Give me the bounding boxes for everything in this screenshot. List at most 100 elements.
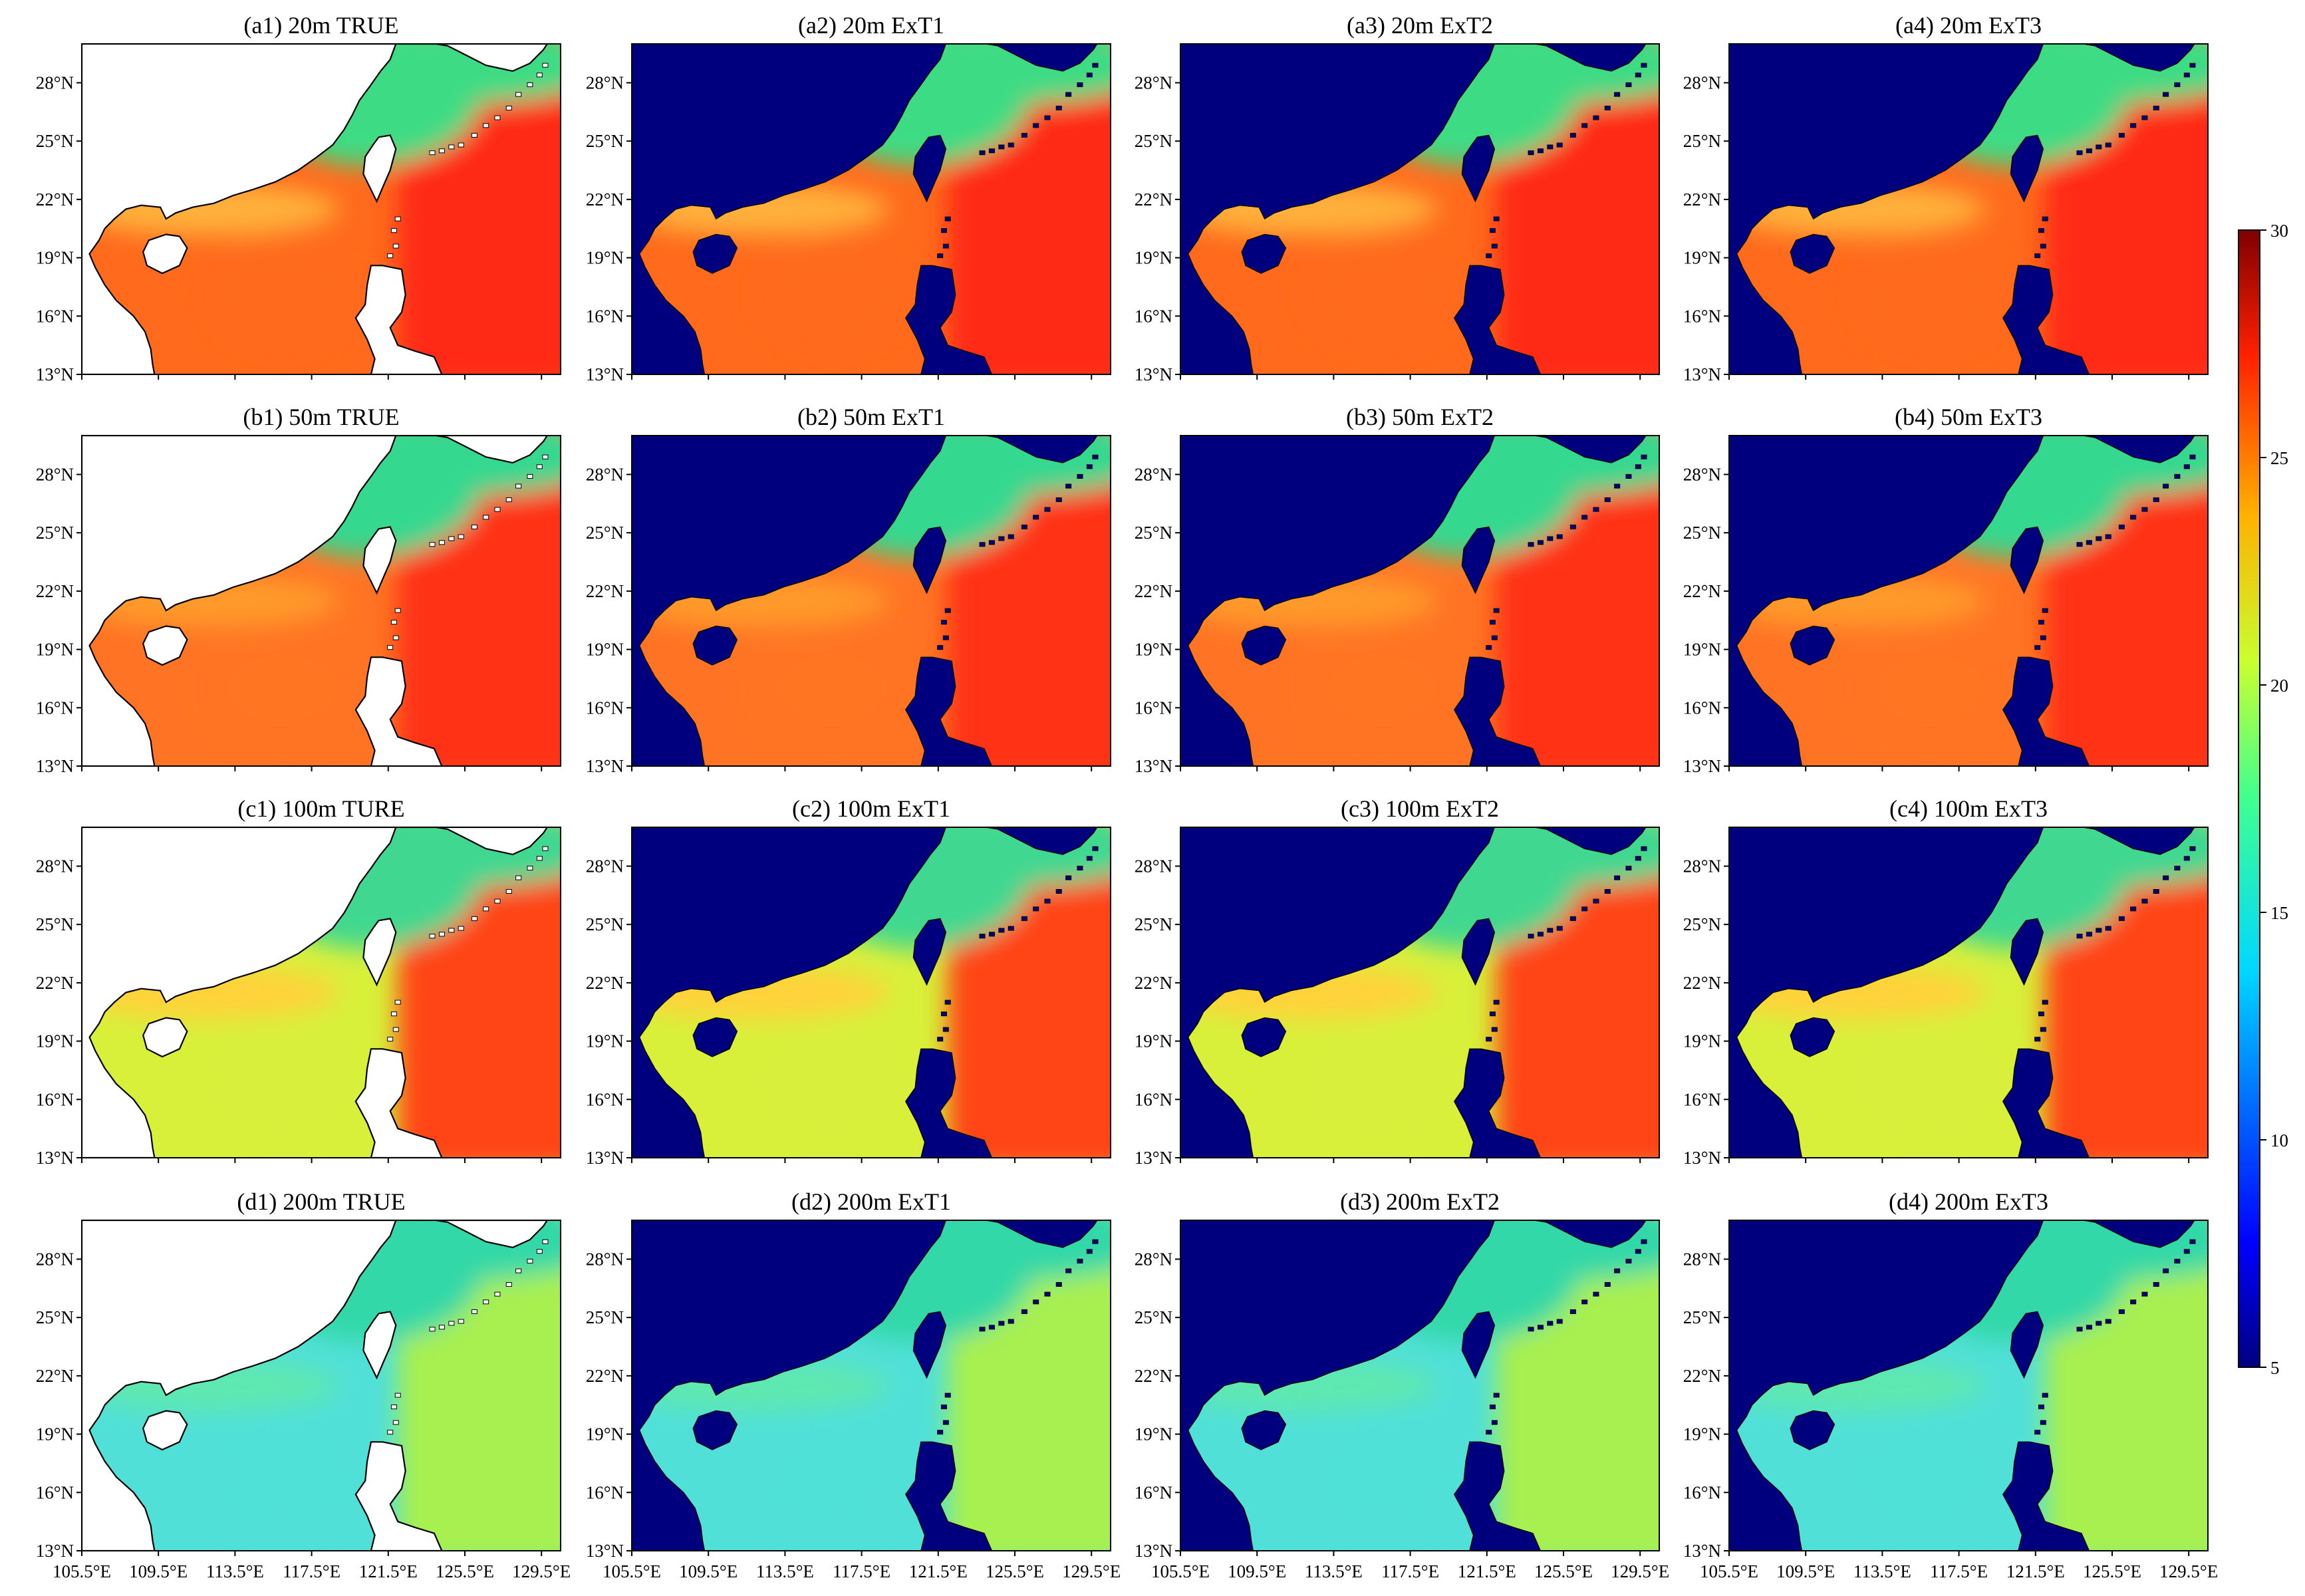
land-luzon <box>2002 1441 2090 1551</box>
land-hainan <box>1241 625 1287 666</box>
land-hainan <box>692 1017 738 1057</box>
y-tick-label: 28°N <box>1135 464 1172 484</box>
land-luzon <box>354 656 443 766</box>
land-islet <box>942 635 949 640</box>
land-islet <box>505 888 512 894</box>
land-islet <box>1008 534 1014 539</box>
land-islet <box>2118 916 2125 921</box>
y-tick-label: 25°N <box>36 914 74 934</box>
panel-frame <box>631 43 1111 375</box>
y-tick-label: 28°N <box>586 72 624 92</box>
y-tick-label: 22°N <box>1135 581 1172 601</box>
land-islet <box>2183 1249 2190 1254</box>
land-islet <box>2040 243 2046 249</box>
colorbar-tick-label: 25 <box>2270 448 2288 468</box>
panel-a3: (a3) 20m ExT2 28°N 25°N 22°N 19°N 16°N 13°N <box>1135 12 1660 384</box>
land-islet <box>1493 999 1500 1005</box>
y-tick-label: 19°N <box>1135 1424 1172 1444</box>
land-islet <box>1033 1299 1039 1305</box>
land-hainan <box>692 1410 738 1450</box>
land-islet <box>1528 1327 1534 1332</box>
land-islet <box>1625 82 1632 87</box>
land-islet <box>448 536 455 541</box>
land-mainland <box>632 1220 1098 1551</box>
land-islet <box>2038 1011 2044 1017</box>
land-luzon <box>904 656 993 766</box>
y-tick-label: 25°N <box>1683 1307 1721 1327</box>
land-islet <box>2174 473 2181 479</box>
land-islet <box>1581 123 1588 128</box>
land-islet <box>2038 620 2044 625</box>
map-field <box>632 827 1111 1158</box>
panel-b2: (b2) 50m ExT1 28°N 25°N 22°N 19°N 16°N 13°N <box>586 404 1111 776</box>
land-mainland <box>1180 827 1647 1158</box>
land-islet <box>394 216 401 221</box>
map-field <box>1180 1220 1659 1551</box>
panel-frame <box>1728 827 2209 1158</box>
panel-title: (a3) 20m ExT2 <box>1347 12 1493 39</box>
land-islet <box>2096 536 2102 541</box>
land-taiwan <box>1461 1311 1496 1379</box>
land-mainland <box>1180 1220 1647 1551</box>
y-tick-label: 13°N <box>36 756 74 776</box>
land-islet <box>1033 123 1039 128</box>
panel-b1: (b1) 50m TRUE 28°N 25°N 22°N 19°N 16°N 13°N <box>36 404 561 776</box>
land-islet <box>1055 888 1062 894</box>
land-islet <box>1569 524 1576 529</box>
land-islet <box>1614 92 1621 97</box>
land-islet <box>542 454 549 460</box>
y-tick-label: 16°N <box>36 306 74 326</box>
land-mainland <box>632 436 1098 766</box>
map-field <box>82 44 561 374</box>
land-islet <box>1604 105 1611 110</box>
y-tick-label: 22°N <box>1683 973 1721 993</box>
land-taiwan <box>362 918 397 987</box>
ocean-gradient <box>1729 44 2208 374</box>
land-mainland <box>632 827 1098 1158</box>
land-islet <box>1493 216 1500 221</box>
map-field <box>1180 44 1659 374</box>
land-taiwan <box>1461 918 1496 986</box>
land-hainan <box>1790 1410 1835 1450</box>
y-tick-label: 28°N <box>1683 856 1721 876</box>
x-tick-label: 125.5°E <box>1534 1561 1593 1581</box>
land-islet <box>2042 216 2048 221</box>
y-tick-label: 19°N <box>586 640 624 660</box>
land-islet <box>1486 645 1492 650</box>
land-islet <box>505 105 512 110</box>
map-field <box>1729 436 2208 766</box>
land-islet <box>1625 1258 1632 1264</box>
land-islet <box>1077 473 1083 479</box>
map-field <box>82 827 561 1158</box>
y-tick-label: 19°N <box>1683 248 1721 268</box>
land-islet <box>2130 123 2137 128</box>
y-tick-label: 22°N <box>586 973 624 993</box>
colorbar-tick-label: 20 <box>2270 676 2288 696</box>
land-islet <box>394 999 401 1005</box>
x-tick-label: 105.5°E <box>53 1561 111 1581</box>
x-tick-label: 129.5°E <box>512 1561 571 1581</box>
land-islet <box>1491 1420 1498 1425</box>
land-islet <box>2141 507 2148 512</box>
y-tick-label: 25°N <box>1135 131 1172 151</box>
land-islet <box>1614 1268 1621 1273</box>
land-islet <box>527 1258 533 1264</box>
land-islet <box>2130 906 2137 912</box>
y-tick-label: 22°N <box>1135 190 1172 209</box>
land-islet <box>2076 150 2083 156</box>
panel-title: (c4) 100m ExT3 <box>1889 795 2048 822</box>
land-taiwan <box>362 526 397 595</box>
x-tick-label: 117.5°E <box>833 1561 890 1581</box>
land-islet <box>998 1321 1005 1326</box>
y-tick-label: 16°N <box>36 1089 74 1109</box>
land-islet <box>387 1430 394 1435</box>
land-luzon <box>2002 656 2090 766</box>
land-islet <box>429 150 436 156</box>
land-mainland <box>82 44 549 374</box>
y-tick-label: 16°N <box>1683 306 1721 326</box>
land-islet <box>1614 875 1621 880</box>
y-tick-label: 13°N <box>586 364 624 384</box>
land-taiwan <box>912 134 947 203</box>
land-islet <box>1641 1239 1647 1244</box>
